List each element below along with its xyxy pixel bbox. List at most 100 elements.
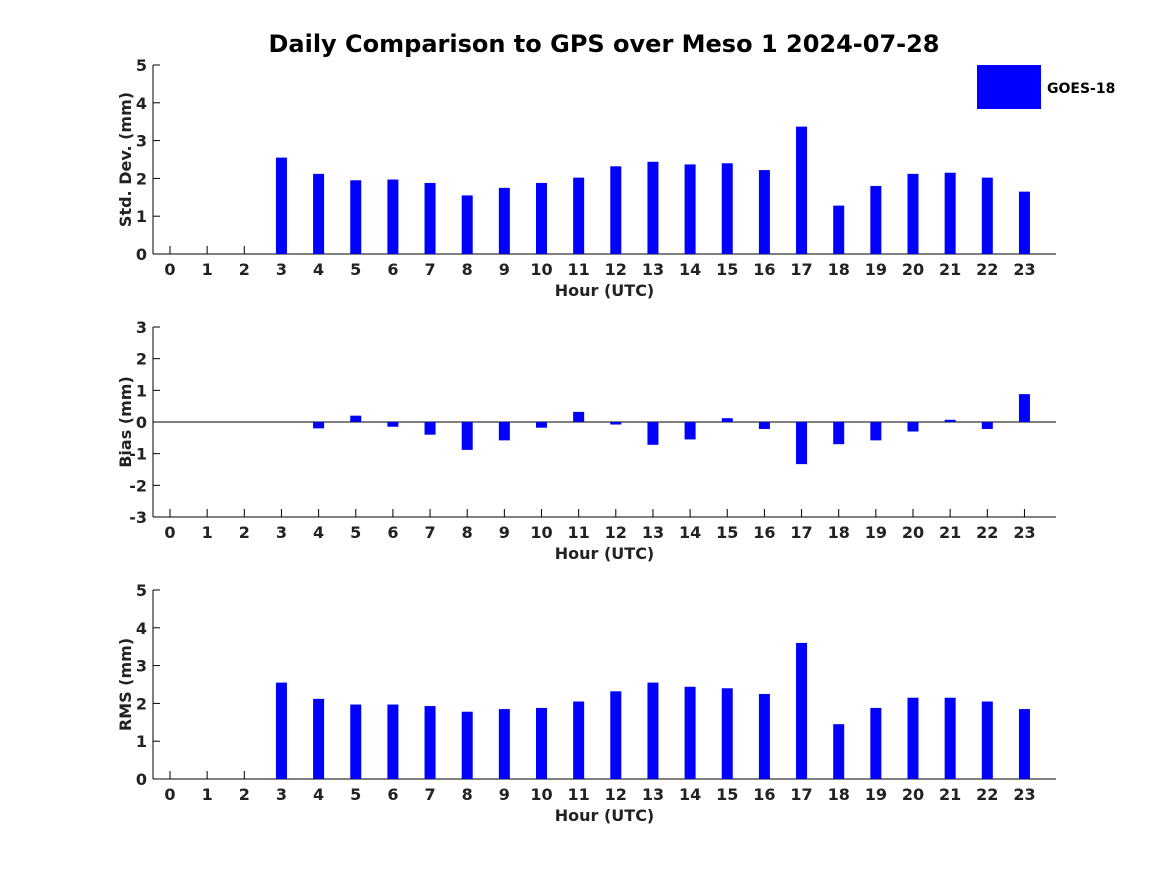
- bar-hour-17: [796, 642, 808, 779]
- x-tick-label: 17: [790, 260, 812, 279]
- bar-hour-5: [350, 704, 362, 779]
- x-tick-label: 9: [499, 523, 510, 542]
- bar-hour-8: [461, 422, 473, 450]
- y-axis-label: Bias (mm): [116, 376, 135, 468]
- x-tick-label: 6: [387, 523, 398, 542]
- x-tick-label: 17: [790, 785, 812, 804]
- y-tick-label: 1: [136, 381, 147, 400]
- y-tick-label: 1: [136, 732, 147, 751]
- y-tick-label: 0: [136, 245, 147, 264]
- x-tick-label: 2: [239, 260, 250, 279]
- y-tick-label: 2: [136, 350, 147, 369]
- x-tick-label: 10: [530, 785, 552, 804]
- bar-hour-6: [387, 704, 399, 779]
- y-tick-label: -1: [129, 445, 147, 464]
- x-tick-label: 14: [679, 785, 701, 804]
- x-tick-label: 20: [902, 260, 924, 279]
- y-tick-label: 3: [136, 318, 147, 337]
- bar-hour-23: [1018, 709, 1030, 779]
- x-tick-label: 1: [202, 523, 213, 542]
- bar-hour-7: [424, 422, 436, 435]
- bar-hour-21: [944, 697, 956, 779]
- bar-hour-4: [313, 422, 325, 429]
- legend-label-goes-18: GOES-18: [1047, 81, 1115, 97]
- x-tick-label: 8: [462, 523, 473, 542]
- x-tick-label: 8: [462, 785, 473, 804]
- bar-hour-21: [944, 419, 956, 422]
- x-tick-label: 11: [568, 260, 590, 279]
- bar-hour-3: [275, 157, 287, 254]
- y-tick-label: 3: [136, 657, 147, 676]
- x-tick-label: 20: [902, 523, 924, 542]
- x-tick-label: 0: [164, 523, 175, 542]
- x-tick-label: 17: [790, 523, 812, 542]
- x-tick-label: 21: [939, 260, 961, 279]
- x-tick-label: 23: [1013, 785, 1035, 804]
- x-tick-label: 16: [753, 785, 775, 804]
- bar-hour-13: [647, 422, 659, 445]
- bar-hour-15: [721, 163, 733, 254]
- bar-hour-10: [536, 182, 547, 254]
- x-tick-label: 9: [499, 260, 510, 279]
- x-tick-label: 1: [202, 260, 213, 279]
- bar-hour-22: [981, 177, 993, 254]
- bar-hour-7: [424, 706, 436, 779]
- bar-hour-9: [498, 422, 510, 441]
- x-tick-label: 10: [530, 260, 552, 279]
- x-tick-label: 7: [424, 260, 435, 279]
- x-tick-label: 8: [462, 260, 473, 279]
- bar-hour-9: [498, 709, 510, 779]
- y-axis-label: Std. Dev. (mm): [116, 92, 135, 227]
- x-tick-label: 6: [387, 785, 398, 804]
- y-tick-label: 4: [136, 94, 147, 113]
- x-tick-label: 4: [313, 785, 324, 804]
- x-tick-label: 3: [276, 523, 287, 542]
- y-tick-label: 2: [136, 169, 147, 188]
- x-tick-label: 5: [350, 785, 361, 804]
- x-tick-label: 14: [679, 523, 701, 542]
- bar-hour-5: [350, 415, 362, 422]
- x-tick-label: 19: [865, 260, 887, 279]
- bar-hour-3: [275, 682, 287, 779]
- y-tick-label: 0: [136, 770, 147, 789]
- y-tick-label: -2: [129, 476, 147, 495]
- y-tick-label: 1: [136, 207, 147, 226]
- x-tick-label: 18: [828, 523, 850, 542]
- bar-hour-23: [1018, 191, 1030, 254]
- bar-hour-8: [461, 195, 473, 254]
- x-tick-label: 12: [605, 260, 627, 279]
- x-tick-label: 4: [313, 523, 324, 542]
- bar-hour-5: [350, 180, 362, 254]
- y-axis-label: RMS (mm): [116, 638, 135, 731]
- bar-hour-19: [870, 422, 882, 441]
- bar-hour-17: [796, 422, 808, 465]
- bar-hour-13: [647, 682, 659, 779]
- bar-hour-13: [647, 161, 659, 254]
- x-tick-label: 18: [828, 785, 850, 804]
- bar-hour-11: [573, 177, 585, 254]
- y-tick-label: 0: [136, 413, 147, 432]
- bar-hour-18: [833, 205, 845, 254]
- bar-hour-11: [573, 701, 585, 779]
- bar-hour-16: [758, 693, 770, 779]
- bar-hour-19: [870, 707, 882, 779]
- bar-hour-14: [684, 686, 696, 779]
- bar-hour-21: [944, 172, 956, 254]
- x-axis-label: Hour (UTC): [555, 544, 655, 563]
- bar-hour-23: [1018, 394, 1030, 422]
- y-tick-label: 5: [136, 56, 147, 75]
- bar-hour-4: [313, 698, 325, 779]
- x-tick-label: 19: [865, 785, 887, 804]
- bar-hour-15: [721, 688, 733, 779]
- bar-hour-12: [610, 422, 622, 425]
- bar-hour-12: [610, 166, 622, 254]
- x-tick-label: 14: [679, 260, 701, 279]
- y-tick-label: -3: [129, 508, 147, 527]
- x-tick-label: 13: [642, 785, 664, 804]
- bar-hour-6: [387, 422, 399, 427]
- x-tick-label: 16: [753, 523, 775, 542]
- x-axis-label: Hour (UTC): [555, 806, 655, 825]
